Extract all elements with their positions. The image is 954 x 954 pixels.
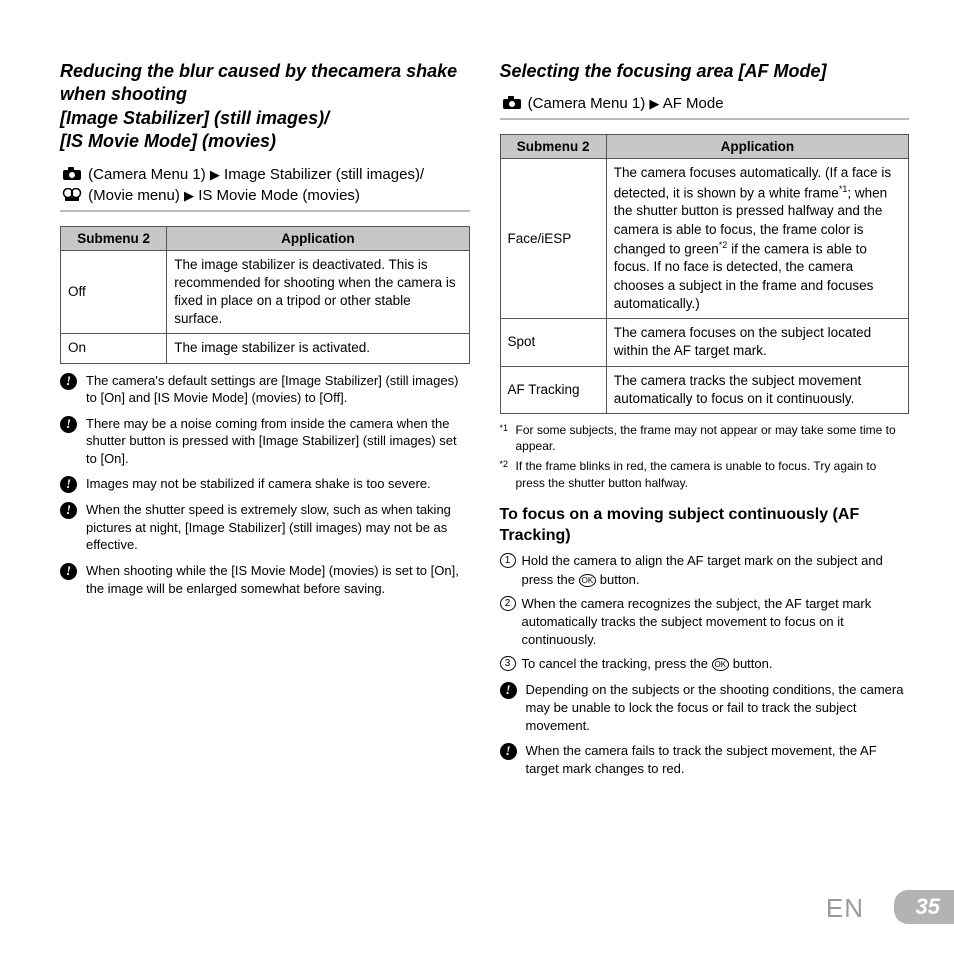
path-text: (Movie menu): [84, 187, 184, 204]
caution-icon: !: [60, 373, 77, 390]
th-submenu: Submenu 2: [61, 226, 167, 250]
caution-icon: !: [60, 563, 77, 580]
menu-path-af: (Camera Menu 1) ▶ AF Mode: [500, 93, 910, 120]
step-text: Hold the camera to align the AF target m…: [522, 552, 910, 588]
af-tracking-heading: To focus on a moving subject continuousl…: [500, 505, 910, 547]
cell-submenu: Spot: [500, 319, 606, 366]
path-text: Image Stabilizer (still images)/: [220, 166, 424, 183]
movie-icon: [62, 188, 82, 202]
title-line: [IS Movie Mode] (movies): [60, 131, 276, 151]
caution-text: There may be a noise coming from inside …: [86, 415, 470, 468]
footnote-mark: *1: [500, 422, 512, 454]
is-table: Submenu 2 Application Off The image stab…: [60, 226, 470, 364]
menu-path-is: (Camera Menu 1) ▶ Image Stabilizer (stil…: [60, 164, 470, 212]
triangle-icon: ▶: [649, 95, 659, 113]
cell-application: The camera focuses on the subject locate…: [606, 319, 908, 366]
th-submenu: Submenu 2: [500, 135, 606, 159]
af-cautions: ! Depending on the subjects or the shooti…: [500, 681, 910, 777]
page-content: Reducing the blur caused by thecamera sh…: [0, 0, 954, 785]
footnote: *1For some subjects, the frame may not a…: [500, 422, 910, 454]
title-line: Reducing the blur caused by thecamera sh…: [60, 61, 457, 104]
caution-text: Depending on the subjects or the shootin…: [526, 681, 910, 734]
path-text: IS Movie Mode (movies): [194, 187, 360, 204]
section-title-is: Reducing the blur caused by thecamera sh…: [60, 60, 470, 154]
caution-item: ! When shooting while the [IS Movie Mode]…: [60, 562, 470, 597]
caution-text: Images may not be stabilized if camera s…: [86, 475, 431, 493]
cell-application: The image stabilizer is activated.: [167, 334, 469, 363]
caution-text: When the camera fails to track the subje…: [526, 742, 910, 777]
caution-item: ! There may be a noise coming from inside…: [60, 415, 470, 468]
af-footnotes: *1For some subjects, the frame may not a…: [500, 422, 910, 491]
camera-icon: [502, 96, 522, 110]
cell-submenu: On: [61, 334, 167, 363]
table-row: Off The image stabilizer is deactivated.…: [61, 250, 470, 334]
caution-icon: !: [60, 416, 77, 433]
title-line: [Image Stabilizer] (still images)/: [60, 108, 329, 128]
path-text: AF Mode: [659, 95, 723, 112]
caution-item: ! Depending on the subjects or the shooti…: [500, 681, 910, 734]
cell-submenu: AF Tracking: [500, 366, 606, 413]
step-item: 3 To cancel the tracking, press the OK bu…: [500, 655, 910, 673]
caution-icon: !: [500, 743, 517, 760]
cell-submenu: Face/iESP: [500, 159, 606, 319]
ok-button-icon: OK: [579, 574, 597, 587]
step-number-icon: 1: [500, 553, 516, 568]
step-item: 1 Hold the camera to align the AF target …: [500, 552, 910, 588]
section-title-af: Selecting the focusing area [AF Mode]: [500, 60, 910, 83]
table-row: Spot The camera focuses on the subject l…: [500, 319, 909, 366]
table-row: AF Tracking The camera tracks the subjec…: [500, 366, 909, 413]
language-label: EN: [826, 893, 864, 924]
triangle-icon: ▶: [210, 166, 220, 184]
path-text: (Camera Menu 1): [524, 95, 650, 112]
caution-item: ! When the camera fails to track the subj…: [500, 742, 910, 777]
af-table: Submenu 2 Application Face/iESP The came…: [500, 134, 910, 414]
path-text: (Camera Menu 1): [84, 166, 210, 183]
triangle-icon: ▶: [184, 187, 194, 205]
caution-icon: !: [500, 682, 517, 699]
step-item: 2 When the camera recognizes the subject,…: [500, 595, 910, 650]
caution-text: When the shutter speed is extremely slow…: [86, 501, 470, 554]
table-row: Face/iESP The camera focuses automatical…: [500, 159, 909, 319]
cell-application: The image stabilizer is deactivated. Thi…: [167, 250, 469, 334]
right-column: Selecting the focusing area [AF Mode] (C…: [500, 60, 910, 785]
left-column: Reducing the blur caused by thecamera sh…: [60, 60, 470, 785]
table-row: On The image stabilizer is activated.: [61, 334, 470, 363]
footnote-text: For some subjects, the frame may not app…: [516, 422, 910, 454]
th-application: Application: [167, 226, 469, 250]
ok-button-icon: OK: [712, 658, 730, 671]
caution-icon: !: [60, 502, 77, 519]
footnote-mark: *2: [500, 458, 512, 490]
footnote-text: If the frame blinks in red, the camera i…: [516, 458, 910, 490]
is-cautions: ! The camera's default settings are [Imag…: [60, 372, 470, 597]
caution-item: ! When the shutter speed is extremely slo…: [60, 501, 470, 554]
af-tracking-steps: 1 Hold the camera to align the AF target …: [500, 552, 910, 673]
cell-application: The camera tracks the subject movement a…: [606, 366, 908, 413]
step-number-icon: 3: [500, 656, 516, 671]
caution-item: ! Images may not be stabilized if camera …: [60, 475, 470, 493]
step-text: To cancel the tracking, press the OK but…: [522, 655, 773, 673]
caution-text: The camera's default settings are [Image…: [86, 372, 470, 407]
cell-submenu: Off: [61, 250, 167, 334]
footnote: *2If the frame blinks in red, the camera…: [500, 458, 910, 490]
cell-application: The camera focuses automatically. (If a …: [606, 159, 908, 319]
page-number-tab: 35: [894, 890, 954, 924]
step-number-icon: 2: [500, 596, 516, 611]
step-text: When the camera recognizes the subject, …: [522, 595, 910, 650]
caution-text: When shooting while the [IS Movie Mode] …: [86, 562, 470, 597]
caution-item: ! The camera's default settings are [Imag…: [60, 372, 470, 407]
camera-icon: [62, 167, 82, 181]
th-application: Application: [606, 135, 908, 159]
caution-icon: !: [60, 476, 77, 493]
